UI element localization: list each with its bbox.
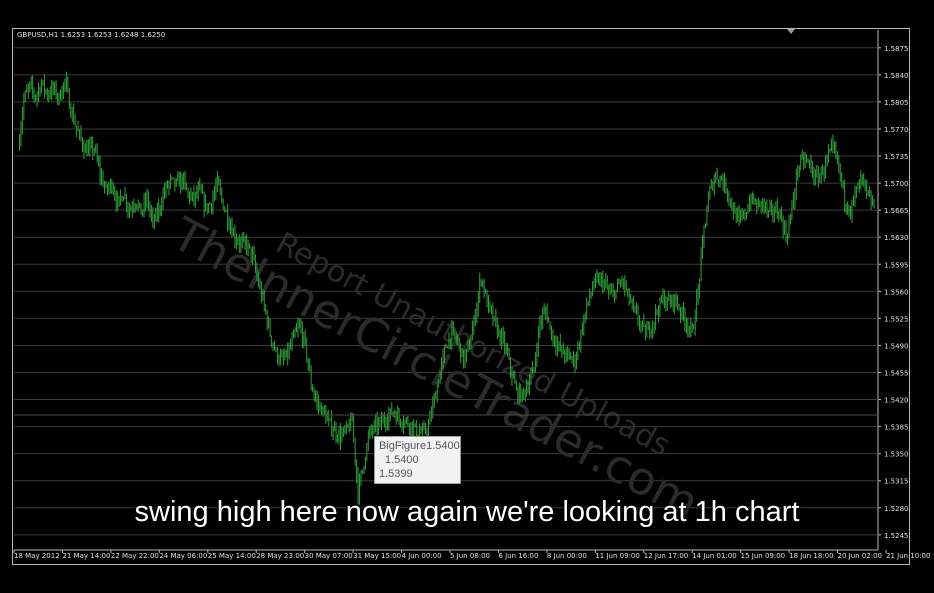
y-tick-label: 1.5245 (884, 532, 909, 540)
y-tick-label: 1.5560 (884, 288, 909, 296)
tooltip-line-1: BigFigure1.5400 (379, 440, 460, 452)
x-tick-label: 31 May 15:00 (353, 552, 401, 560)
watermark-line-1: Report Unauthorized Uploads (270, 226, 676, 464)
x-tick-label: 20 Jun 02:00 (838, 552, 882, 560)
chart-shift-marker-icon[interactable] (787, 29, 795, 34)
x-tick-label: 21 May 14:00 (62, 552, 110, 560)
x-tick-label: 11 Jun 09:00 (595, 552, 639, 560)
y-tick-label: 1.5630 (884, 234, 909, 242)
x-tick-label: 22 May 22:00 (111, 552, 159, 560)
x-tick-label: 6 Jun 16:00 (498, 552, 538, 560)
y-tick-label: 1.5350 (884, 451, 909, 459)
chart-frame[interactable] (12, 28, 910, 565)
x-tick-label: 5 Jun 08:00 (450, 552, 490, 560)
y-tick-label: 1.5840 (884, 72, 909, 80)
y-tick-label: 1.5490 (884, 342, 909, 350)
x-tick-label: 21 Jun 10:00 (886, 552, 930, 560)
x-tick-label: 14 Jun 01:00 (692, 552, 736, 560)
x-tick-label: 25 May 14:00 (208, 552, 256, 560)
tooltip-line-3: 1.5399 (379, 468, 413, 480)
x-tick-label: 24 May 06:00 (159, 552, 207, 560)
symbol-info: GBPUSD,H1 1.6253 1.6253 1.6248 1.6250 (17, 31, 166, 39)
y-tick-label: 1.5665 (884, 207, 909, 215)
y-tick-label: 1.5700 (884, 180, 909, 188)
y-tick-label: 1.5595 (884, 261, 909, 269)
price-level-tooltip: BigFigure1.5400 1.5400 1.5399 (374, 436, 461, 484)
y-tick-label: 1.5385 (884, 424, 909, 432)
y-tick-label: 1.5875 (884, 45, 909, 53)
y-tick-label: 1.5770 (884, 126, 909, 134)
y-tick-label: 1.5805 (884, 99, 909, 107)
x-tick-label: 4 Jun 00:00 (402, 552, 442, 560)
x-tick-label: 15 Jun 09:00 (741, 552, 785, 560)
y-tick-label: 1.5315 (884, 478, 909, 486)
x-tick-label: 12 Jun 17:00 (644, 552, 688, 560)
x-tick-label: 18 May 2012 (14, 552, 60, 560)
y-tick-label: 1.5280 (884, 505, 909, 513)
x-tick-label: 8 Jun 00:00 (547, 552, 587, 560)
y-tick-label: 1.5525 (884, 315, 909, 323)
x-tick-label: 28 May 23:00 (256, 552, 304, 560)
x-tick-label: 30 May 07:00 (305, 552, 353, 560)
y-tick-label: 1.5735 (884, 153, 909, 161)
x-tick-label: 18 Jun 18:00 (789, 552, 833, 560)
y-tick-label: 1.5455 (884, 369, 909, 377)
y-tick-label: 1.5420 (884, 397, 909, 405)
tooltip-line-2: 1.5400 (385, 454, 419, 466)
candles (18, 71, 875, 505)
video-subtitle: swing high here now again we're looking … (134, 496, 800, 528)
